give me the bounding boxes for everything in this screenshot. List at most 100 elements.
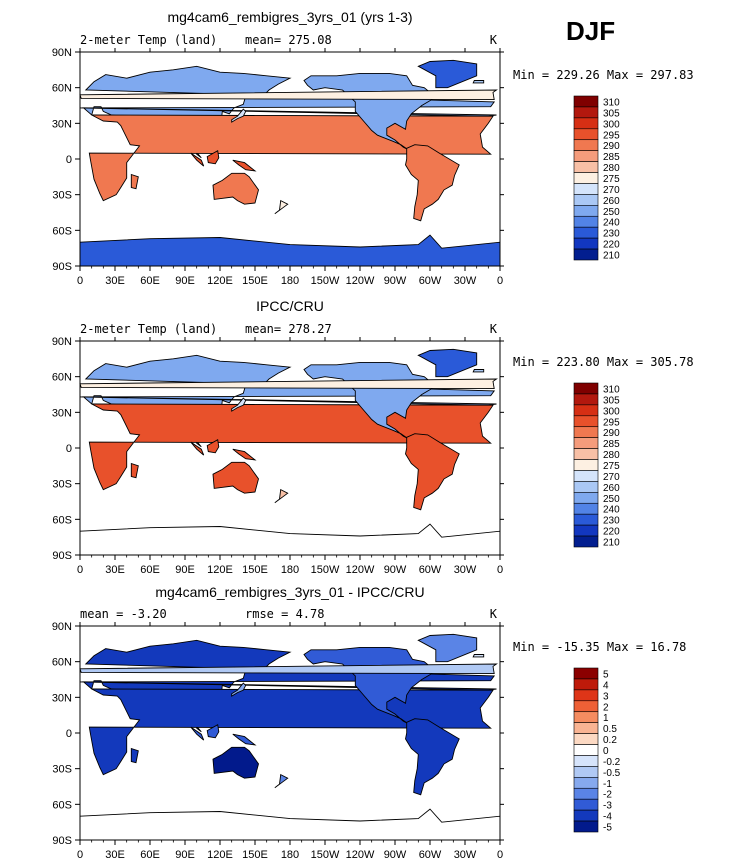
panel-center-label: mean= 278.27 [245,322,332,336]
colorbar-label: 305 [603,108,620,119]
colorbar-swatch [573,733,599,745]
y-tick-label: 30S [52,479,72,491]
colorbar-label: 230 [603,516,620,527]
colorbar-swatch [573,689,599,702]
colorbar-swatch [573,117,599,130]
x-tick-label: 150E [242,849,268,861]
land-japan [231,108,247,123]
y-tick-label: 90S [52,835,72,847]
x-tick-label: 120E [207,275,233,287]
land-japan [231,397,247,412]
colorbar-label: 2 [603,702,609,713]
land-greenland [417,633,478,663]
x-tick-label: 90E [175,849,195,861]
colorbar-label: 285 [603,152,620,163]
colorbar-label: 230 [603,229,620,240]
land-samerica [405,718,460,796]
panel-center-label: rmse = 4.78 [245,607,324,621]
panel-title: mg4cam6_rembigres_3yrs_01 (yrs 1-3) [167,9,412,25]
colorbar-label: 260 [603,483,620,494]
land-iceland [472,80,485,84]
colorbar-label: -0.5 [603,768,621,779]
y-tick-label: 90S [52,261,72,273]
land-sumatra [190,441,205,456]
colorbar-label: 290 [603,141,620,152]
colorbar-swatch [573,711,599,723]
colorbar-swatch [573,194,599,206]
x-tick-label: 30E [105,275,125,287]
colorbar-label: 5 [603,669,609,680]
land-britain [79,663,498,675]
y-tick-label: 60S [52,799,72,811]
x-tick-label: 0 [77,564,83,576]
panel-min-max: Min = -15.35 Max = 16.78 [513,640,686,654]
land-africa [88,114,494,202]
y-tick-label: 0 [66,728,72,740]
land-nz [274,199,289,215]
colorbar-swatch [573,481,599,493]
land-samerica [405,144,460,222]
x-tick-label: 120E [207,849,233,861]
colorbar-swatch [573,248,599,261]
colorbar-label: 0 [603,746,609,757]
colorbar-swatch [573,215,599,228]
panel-units-label: K [490,322,498,336]
y-tick-label: 90S [52,550,72,562]
y-tick-label: 30N [52,692,72,704]
colorbar-swatch [573,106,599,119]
colorbar-swatch [573,172,599,184]
land-australia [212,461,259,494]
y-tick-label: 0 [66,443,72,455]
colorbar-swatch [573,513,599,526]
colorbar-swatch [573,150,599,162]
colorbar-swatch [573,404,599,417]
colorbar-swatch [573,787,599,800]
land-sumatra [190,726,205,741]
y-tick-label: 30S [52,190,72,202]
x-tick-label: 60E [140,275,160,287]
colorbar-swatch [573,128,599,141]
colorbar-swatch [573,722,599,734]
colorbar-label: 295 [603,130,620,141]
x-tick-label: 120E [207,564,233,576]
colorbar-label: 260 [603,196,620,207]
x-tick-label: 90W [384,275,407,287]
x-tick-label: 180 [281,564,299,576]
x-tick-label: 30E [105,564,125,576]
land-nz [274,488,289,504]
colorbar-label: 270 [603,472,620,483]
land-madagascar [130,462,139,479]
y-tick-label: 30N [52,407,72,419]
x-tick-label: 150W [311,564,340,576]
y-tick-label: 90N [52,47,72,59]
colorbar-swatch [573,448,599,460]
colorbar-label: 305 [603,395,620,406]
land-greenland [417,59,478,89]
colorbar-swatch [573,226,599,239]
colorbar-label: 300 [603,406,620,417]
colorbar-swatch [573,459,599,471]
colorbar-label: 290 [603,428,620,439]
land-africa [88,688,494,776]
land-greenland [417,348,478,378]
colorbar-label: -5 [603,823,612,834]
map-panel-1: mg4cam6_rembigres_3yrs_01 (yrs 1-3) 2-met… [52,9,694,287]
land-newguinea [232,448,257,461]
colorbar-label: -4 [603,812,612,823]
panel-left-label: 2-meter Temp (land) [80,322,217,336]
x-tick-label: 0 [497,564,503,576]
colorbar-swatch [573,766,599,778]
colorbar-swatch [573,492,599,504]
colorbar-label: -1 [603,779,612,790]
colorbar-swatch [573,667,599,680]
x-tick-label: 90W [384,849,407,861]
panel-units-label: K [490,607,498,621]
colorbar-swatch [573,502,599,515]
colorbar-label: 4 [603,680,609,691]
x-tick-label: 0 [77,275,83,287]
x-tick-label: 120W [346,849,375,861]
land-iceland [472,654,485,658]
colorbar-swatch [573,382,599,395]
colorbar-label: -3 [603,801,612,812]
colorbar-label: 0.2 [603,735,617,746]
